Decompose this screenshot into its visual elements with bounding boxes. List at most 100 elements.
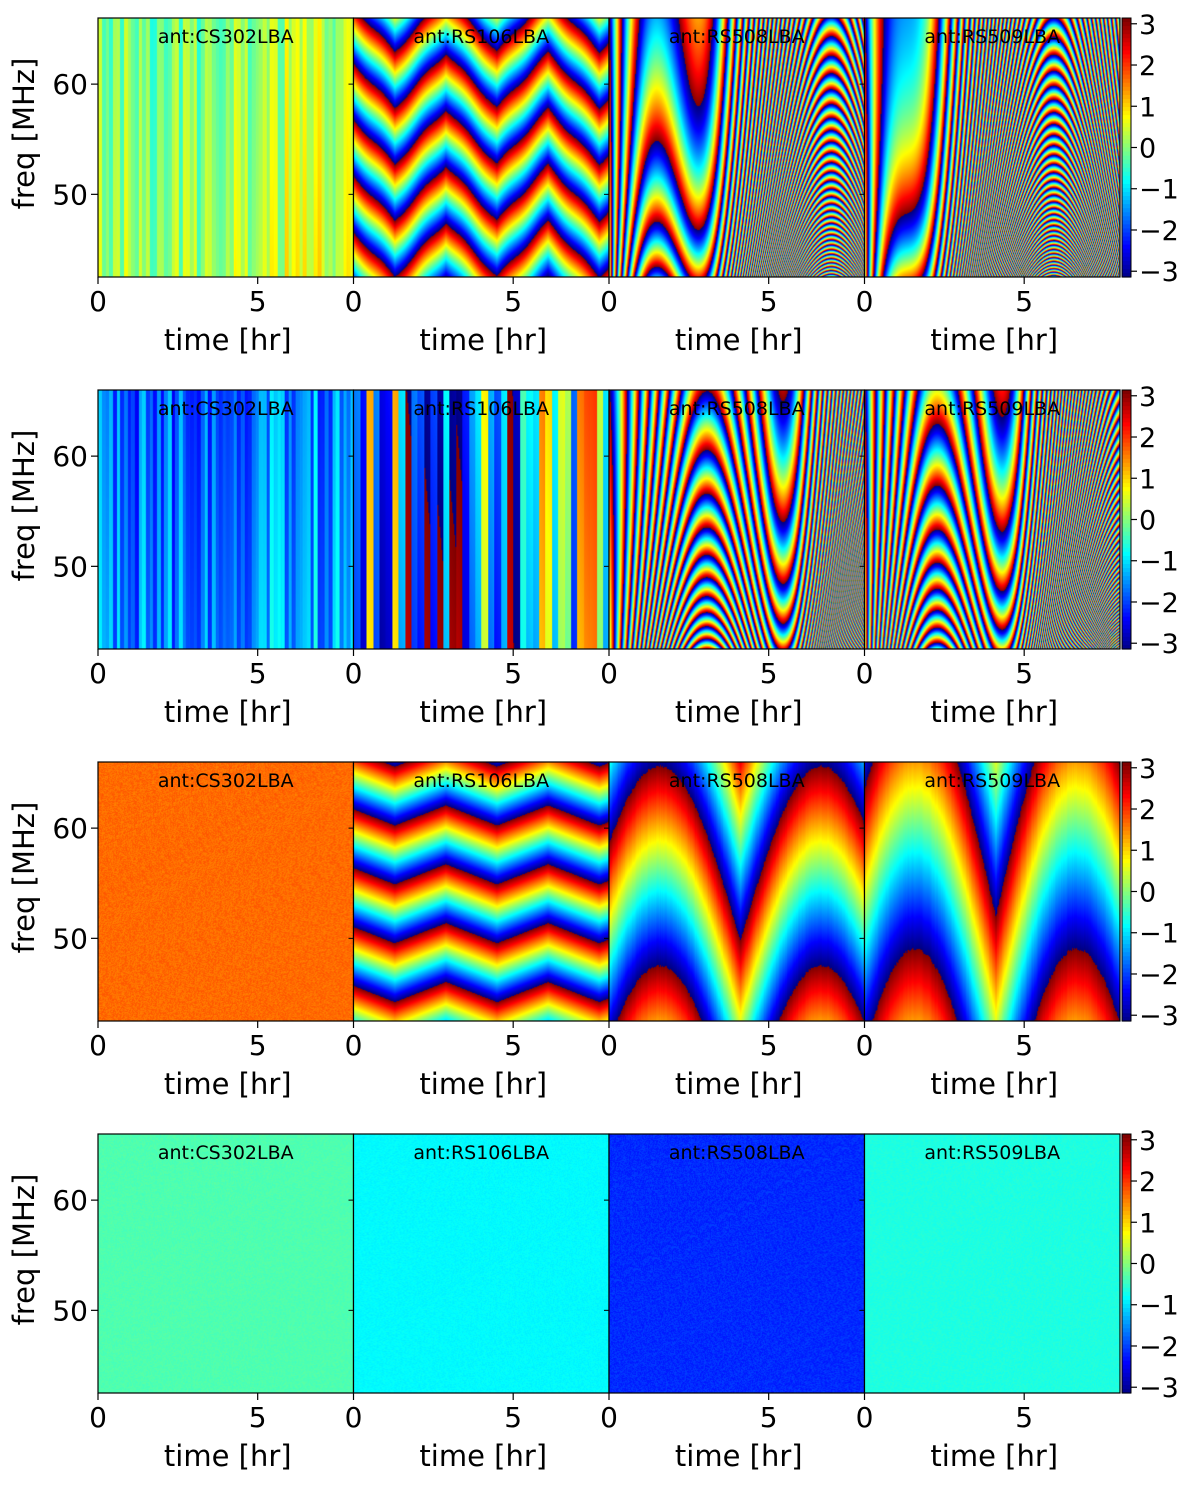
x-tick-label: 0	[600, 657, 618, 690]
colorbar-tick-label: −2	[1139, 960, 1179, 991]
colorbar-segment	[1122, 915, 1131, 921]
x-tick-label: 0	[89, 1401, 107, 1434]
x-tick-label: 0	[345, 285, 363, 318]
colorbar-segment	[1122, 1267, 1131, 1273]
colorbar-segment	[1122, 179, 1131, 185]
heatmap-panel-r3-rs508lba	[609, 762, 865, 1021]
x-axis-label: time [hr]	[419, 1439, 547, 1473]
antenna-label: ant:RS509LBA	[924, 26, 1060, 48]
colorbar-segment	[1122, 256, 1131, 262]
colorbar-tick-label: −1	[1139, 547, 1179, 578]
colorbar-segment	[1122, 487, 1131, 492]
colorbar-segment	[1122, 450, 1131, 456]
colorbar-segment	[1122, 102, 1131, 108]
x-axis-label: time [hr]	[419, 323, 547, 357]
colorbar-segment	[1122, 159, 1131, 165]
colorbar-segment	[1122, 988, 1131, 994]
colorbar-tick-label: −2	[1139, 588, 1179, 619]
colorbar-segment	[1122, 555, 1131, 561]
x-axis-label: time [hr]	[164, 323, 292, 357]
antenna-label: ant:RS106LBA	[413, 1142, 549, 1164]
colorbar-segment	[1122, 123, 1131, 128]
heatmap-panel-r2-rs508lba	[609, 390, 865, 649]
colorbar-segment	[1122, 968, 1131, 974]
colorbar-segment	[1122, 187, 1131, 193]
colorbar-segment	[1122, 782, 1131, 787]
colorbar-segment	[1122, 1328, 1131, 1333]
colorbar-segment	[1122, 1336, 1131, 1341]
colorbar-segment	[1122, 462, 1131, 468]
colorbar-segment	[1122, 778, 1131, 783]
colorbar-segment	[1122, 390, 1131, 395]
colorbar-segment	[1122, 1271, 1131, 1277]
colorbar-segment	[1122, 1150, 1131, 1155]
y-tick-label: 60	[52, 1184, 88, 1217]
panel-frame	[863, 17, 1121, 278]
colorbar-segment	[1122, 1388, 1131, 1394]
heatmap-panel-r2-cs302lba	[98, 390, 354, 649]
colorbar-segment	[1122, 18, 1131, 23]
colorbar-segment	[1122, 1372, 1131, 1378]
colorbar-segment	[1122, 139, 1131, 145]
colorbar-segment	[1122, 119, 1131, 124]
colorbar-segment	[1122, 1134, 1131, 1139]
colorbar-segment	[1122, 564, 1131, 569]
panel-frame	[863, 1133, 1121, 1394]
colorbar-segment	[1122, 1186, 1131, 1192]
colorbar-segment	[1122, 867, 1131, 872]
colorbar-tick-label: 2	[1139, 795, 1156, 826]
colorbar-tick-label: −2	[1139, 1332, 1179, 1363]
heatmap-panel-r4-rs508lba	[609, 1134, 865, 1393]
colorbar-segment	[1122, 1283, 1131, 1289]
x-axis-label: time [hr]	[675, 1439, 803, 1473]
colorbar-segment	[1122, 628, 1131, 634]
colorbar-segment	[1122, 1182, 1131, 1188]
colorbar-segment	[1122, 42, 1131, 47]
colorbar-segment	[1122, 1255, 1131, 1261]
colorbar-segment	[1122, 204, 1131, 209]
colorbar-segment	[1122, 952, 1131, 957]
colorbar-segment	[1122, 503, 1131, 508]
heatmap-panel-r2-rs509lba	[864, 390, 1120, 649]
x-tick-label: 5	[760, 1029, 778, 1062]
colorbar-segment	[1122, 887, 1131, 893]
x-axis-label: time [hr]	[930, 323, 1058, 357]
colorbar-tick-label: 3	[1139, 10, 1156, 41]
colorbar-segment	[1122, 438, 1131, 444]
colorbar-segment	[1122, 115, 1131, 120]
colorbar-segment	[1122, 479, 1131, 484]
colorbar-tick-label: 2	[1139, 423, 1156, 454]
colorbar-segment	[1122, 1364, 1131, 1370]
colorbar-segment	[1122, 208, 1131, 213]
colorbar-segment	[1122, 1275, 1131, 1281]
colorbar-segment	[1122, 442, 1131, 448]
colorbar-tick-label: 1	[1139, 1208, 1156, 1239]
colorbar-segment	[1122, 474, 1131, 480]
colorbar-tick-label: 3	[1139, 382, 1156, 413]
y-tick-label: 50	[52, 550, 88, 583]
colorbar-segment	[1122, 1154, 1131, 1159]
heatmap-panel-r4-rs106lba	[353, 1134, 609, 1393]
colorbar-segment	[1122, 620, 1131, 626]
colorbar-segment	[1122, 1214, 1131, 1220]
x-axis-label: time [hr]	[164, 1067, 292, 1101]
colorbar-segment	[1122, 1308, 1131, 1313]
colorbar-segment	[1122, 151, 1131, 157]
colorbar-segment	[1122, 143, 1131, 149]
antenna-label: ant:CS302LBA	[158, 1142, 294, 1164]
x-axis-label: time [hr]	[675, 323, 803, 357]
colorbar-segment	[1122, 612, 1131, 618]
colorbar-segment	[1122, 1295, 1131, 1301]
x-tick-label: 5	[504, 1401, 522, 1434]
x-tick-label: 5	[249, 1029, 267, 1062]
antenna-label: ant:RS508LBA	[669, 770, 805, 792]
colorbar-segment	[1122, 491, 1131, 496]
antenna-label: ant:RS106LBA	[413, 770, 549, 792]
colorbar-segment	[1122, 264, 1131, 270]
colorbar-segment	[1122, 212, 1131, 217]
panel-frame	[863, 389, 1121, 650]
y-axis-label: freq [MHz]	[7, 58, 41, 210]
colorbar-segment	[1122, 559, 1131, 565]
colorbar-segment	[1122, 1158, 1131, 1163]
colorbar-segment	[1122, 1210, 1131, 1216]
